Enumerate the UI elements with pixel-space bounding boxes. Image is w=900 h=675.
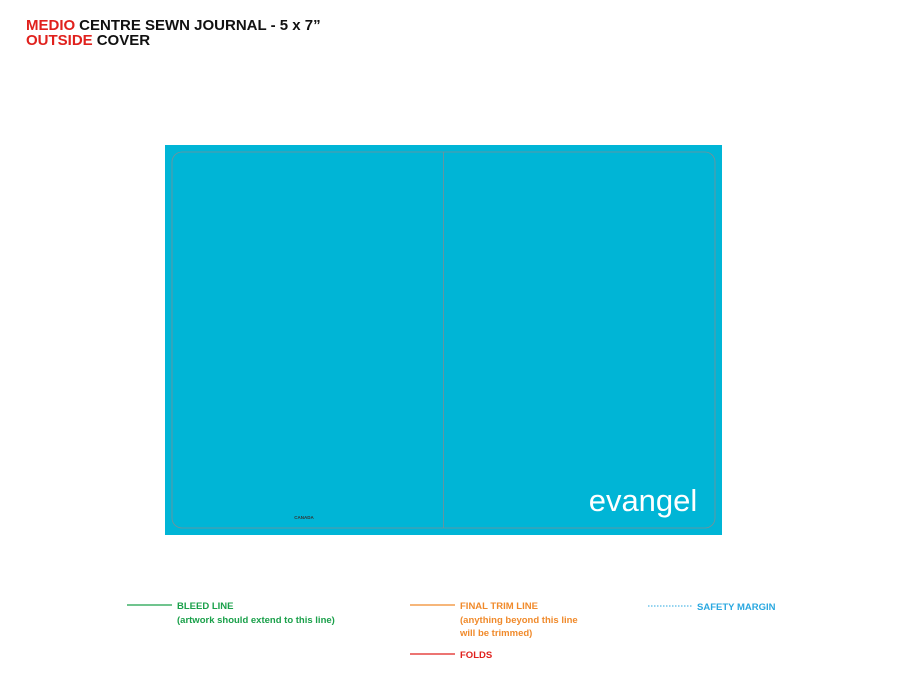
title: CENTRE SEWN JOURNAL - 5 x 7”	[79, 17, 320, 34]
back-text: CANADA	[294, 515, 314, 520]
logo: evangel	[589, 483, 698, 518]
bleed-label: BLEED LINE	[177, 601, 233, 612]
title-highlight: MEDIO	[26, 17, 76, 34]
trim-note: will be trimmed)	[459, 628, 532, 639]
trim-note: (anything beyond this line	[460, 615, 578, 626]
folds-label: FOLDS	[460, 650, 492, 661]
header-line-2: OUTSIDE COVER	[26, 32, 150, 49]
header-line-1: MEDIO CENTRE SEWN JOURNAL - 5 x 7”	[26, 17, 321, 34]
subtitle: COVER	[97, 32, 151, 49]
subtitle-highlight: OUTSIDE	[26, 32, 93, 49]
safety-label: SAFETY MARGIN	[697, 602, 776, 613]
trim-label: FINAL TRIM LINE	[460, 601, 538, 612]
bleed-note: (artwork should extend to this line)	[177, 615, 335, 626]
